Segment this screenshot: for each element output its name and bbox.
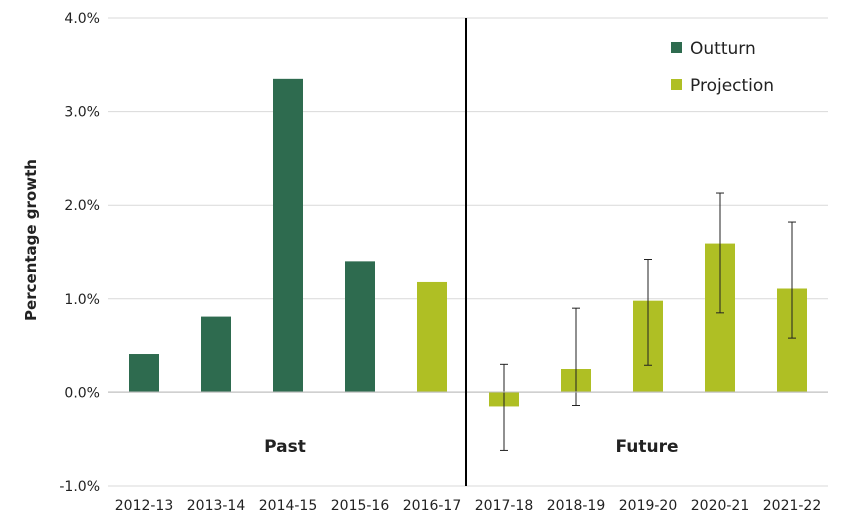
bar-outturn-2014-15 xyxy=(273,78,303,393)
x-tick-label: 2015-16 xyxy=(331,498,390,514)
x-tick-label: 2021-22 xyxy=(763,498,822,514)
y-tick-labels: -1.0% 0.0% 1.0% 2.0% 3.0% 4.0% xyxy=(59,11,100,495)
x-tick-labels: 2012-13 2013-14 2014-15 2015-16 2016-17 2017-… xyxy=(115,498,822,514)
legend: Outturn Projection xyxy=(671,39,774,96)
legend-label-projection: Projection xyxy=(690,76,774,96)
legend-swatch-projection xyxy=(671,79,682,90)
x-tick-label: 2017-18 xyxy=(475,498,534,514)
bars xyxy=(129,78,807,407)
x-tick-label: 2014-15 xyxy=(259,498,318,514)
y-tick-label: 3.0% xyxy=(64,105,100,121)
bar-outturn-2013-14 xyxy=(201,316,231,393)
region-label-past: Past xyxy=(264,437,306,457)
x-tick-label: 2016-17 xyxy=(403,498,462,514)
error-bars xyxy=(500,192,796,451)
x-tick-label: 2013-14 xyxy=(187,498,246,514)
region-label-future: Future xyxy=(615,437,678,457)
x-tick-label: 2019-20 xyxy=(619,498,678,514)
y-tick-label: 4.0% xyxy=(64,11,100,27)
y-tick-label: 0.0% xyxy=(64,385,100,401)
y-tick-label: 2.0% xyxy=(64,198,100,214)
bar-projection-2016-17 xyxy=(417,281,447,393)
x-tick-label: 2020-21 xyxy=(691,498,750,514)
bar-outturn-2015-16 xyxy=(345,261,375,393)
y-tick-label: 1.0% xyxy=(64,292,100,308)
x-tick-label: 2012-13 xyxy=(115,498,174,514)
legend-swatch-outturn xyxy=(671,42,682,53)
bar-outturn-2012-13 xyxy=(129,354,159,393)
y-tick-label: -1.0% xyxy=(59,479,100,495)
x-tick-label: 2018-19 xyxy=(547,498,606,514)
y-axis-label: Percentage growth xyxy=(22,159,40,321)
legend-label-outturn: Outturn xyxy=(690,39,756,59)
